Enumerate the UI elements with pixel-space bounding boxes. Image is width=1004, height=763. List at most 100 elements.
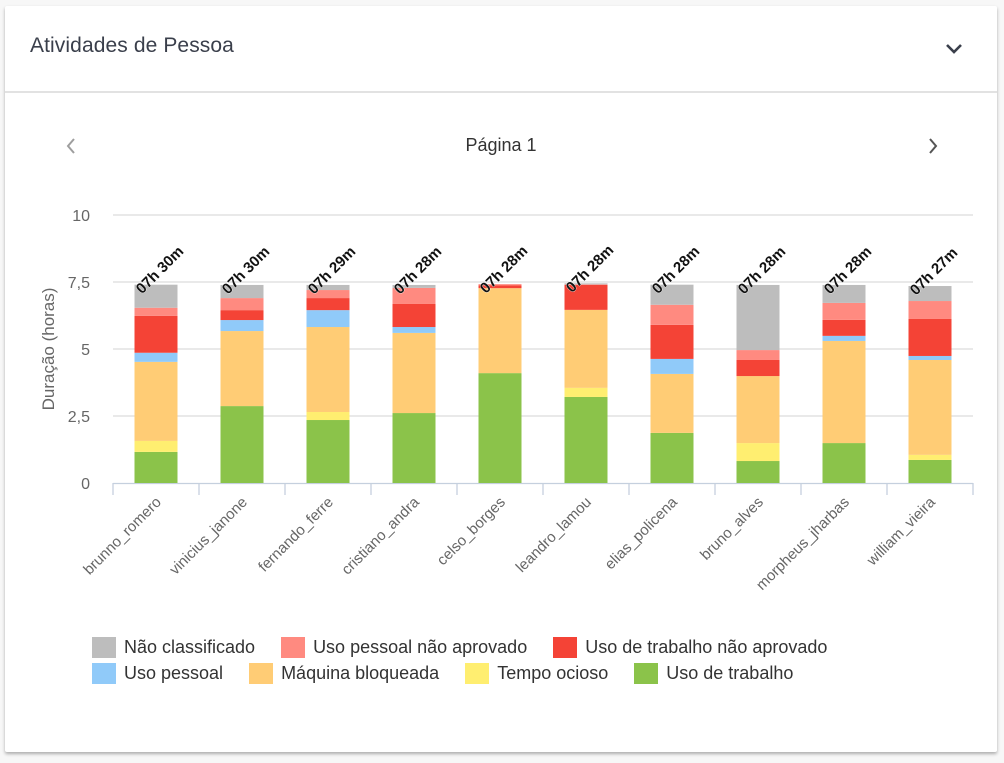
- bar-segment[interactable]: [736, 284, 780, 351]
- chevron-left-icon[interactable]: [59, 132, 83, 160]
- legend-label: Uso pessoal não aprovado: [313, 636, 528, 657]
- x-tick-label: fernando_ferre: [255, 494, 337, 576]
- chevron-down-icon[interactable]: [941, 36, 967, 62]
- bar-segment[interactable]: [822, 340, 866, 444]
- bar-segment[interactable]: [736, 461, 780, 483]
- x-tick-label: william_vieira: [863, 493, 939, 569]
- bar-segment[interactable]: [306, 310, 350, 328]
- bar-segment[interactable]: [650, 432, 694, 483]
- bar-segment[interactable]: [134, 451, 178, 483]
- bar-segment[interactable]: [650, 324, 694, 359]
- bar-segment[interactable]: [392, 303, 436, 328]
- bar-segment[interactable]: [478, 288, 522, 374]
- bar-segment[interactable]: [134, 440, 178, 452]
- bar-segment[interactable]: [306, 298, 350, 311]
- bar-segment[interactable]: [908, 286, 952, 302]
- bar-segment[interactable]: [220, 310, 264, 321]
- bar-segment[interactable]: [392, 327, 436, 333]
- legend-swatch: [634, 662, 659, 684]
- bar-segment[interactable]: [392, 287, 436, 304]
- legend-swatch: [92, 636, 116, 658]
- bar-segment[interactable]: [908, 454, 952, 460]
- bar-segment[interactable]: [650, 304, 694, 325]
- y-tick-label: 7,5: [68, 275, 90, 292]
- bar-segment[interactable]: [564, 309, 608, 388]
- bar-segment[interactable]: [564, 387, 608, 397]
- legend-swatch: [249, 662, 274, 684]
- legend-label: Uso de trabalho não aprovado: [585, 636, 828, 657]
- bar-segment[interactable]: [392, 284, 436, 288]
- bar-segment[interactable]: [908, 318, 952, 356]
- legend-item[interactable]: Tempo ocioso: [465, 662, 608, 684]
- x-tick-label: leandro_lamou: [513, 494, 595, 576]
- legend-item[interactable]: Uso de trabalho não aprovado: [553, 636, 828, 658]
- legend-swatch: [281, 636, 306, 658]
- bar-segment[interactable]: [478, 284, 522, 286]
- legend-label: Uso pessoal: [124, 662, 224, 683]
- bar-segment[interactable]: [134, 352, 178, 362]
- bar-segment[interactable]: [306, 411, 350, 421]
- bar-segment[interactable]: [822, 335, 866, 341]
- bar-segment[interactable]: [650, 284, 694, 305]
- bar-segment[interactable]: [392, 332, 436, 414]
- bar-segment[interactable]: [306, 290, 350, 299]
- x-tick-label: elias_policena: [602, 493, 682, 573]
- legend-item[interactable]: Uso pessoal não aprovado: [281, 636, 528, 658]
- bar-segment[interactable]: [564, 396, 608, 483]
- legend-label: Não classificado: [124, 636, 256, 657]
- bar-segment[interactable]: [908, 459, 952, 483]
- bar-segment[interactable]: [478, 373, 522, 483]
- bar-segment[interactable]: [908, 301, 952, 319]
- bar-segment[interactable]: [306, 327, 350, 412]
- legend-swatch: [553, 636, 578, 658]
- legend-label: Máquina bloqueada: [281, 662, 440, 683]
- bar-segment[interactable]: [564, 284, 608, 285]
- legend-row: Não classificado Uso pessoal não aprovado…: [92, 634, 853, 660]
- bar-segment[interactable]: [220, 406, 264, 483]
- legend-label: Uso de trabalho: [666, 662, 794, 683]
- bar-segment[interactable]: [306, 420, 350, 483]
- bar-segment[interactable]: [822, 319, 866, 336]
- y-tick-label: 0: [81, 476, 90, 493]
- legend-item[interactable]: Uso pessoal: [92, 662, 224, 684]
- bar-segment[interactable]: [134, 315, 178, 353]
- bar-segment[interactable]: [134, 284, 178, 308]
- bar-segment[interactable]: [736, 443, 780, 462]
- bar-segment[interactable]: [392, 413, 436, 483]
- bar-segment[interactable]: [478, 285, 522, 289]
- legend-row: Uso pessoal Máquina bloqueada Tempo ocioso…: [92, 660, 853, 686]
- legend-item[interactable]: Máquina bloqueada: [249, 662, 440, 684]
- bar-segment[interactable]: [650, 358, 694, 374]
- x-tick-label: vinicius_janone: [166, 494, 251, 579]
- legend-swatch: [92, 662, 116, 684]
- bar-segment[interactable]: [650, 373, 694, 433]
- chart-legend: Não classificado Uso pessoal não aprovado…: [92, 634, 853, 686]
- x-tick-label: brunno_romero: [80, 494, 165, 579]
- bar-segment[interactable]: [134, 307, 178, 316]
- bar-segment[interactable]: [220, 331, 264, 407]
- bar-segment[interactable]: [306, 284, 350, 291]
- bar-segment[interactable]: [220, 320, 264, 332]
- bar-segment[interactable]: [220, 284, 264, 299]
- bar-segment[interactable]: [908, 355, 952, 360]
- bar-segment[interactable]: [736, 350, 780, 360]
- legend-swatch: [465, 662, 490, 684]
- x-tick-label: celso_borges: [434, 494, 509, 569]
- bar-segment[interactable]: [908, 359, 952, 455]
- y-axis-label: Duração (horas): [39, 288, 58, 411]
- bar-segment[interactable]: [564, 284, 608, 310]
- bar-segment[interactable]: [822, 443, 866, 483]
- bar-segment[interactable]: [564, 283, 608, 285]
- y-tick-label: 5: [81, 342, 90, 359]
- y-tick-label: 10: [72, 208, 90, 225]
- bar-segment[interactable]: [822, 302, 866, 320]
- legend-item[interactable]: Uso de trabalho: [634, 662, 794, 684]
- chevron-right-icon[interactable]: [921, 132, 945, 160]
- bar-segment[interactable]: [822, 284, 866, 303]
- card-header[interactable]: Atividades de Pessoa: [5, 6, 997, 93]
- bar-segment[interactable]: [220, 298, 264, 311]
- legend-item[interactable]: Não classificado: [92, 636, 256, 658]
- bar-segment[interactable]: [736, 376, 780, 444]
- bar-segment[interactable]: [736, 359, 780, 377]
- bar-segment[interactable]: [134, 361, 178, 441]
